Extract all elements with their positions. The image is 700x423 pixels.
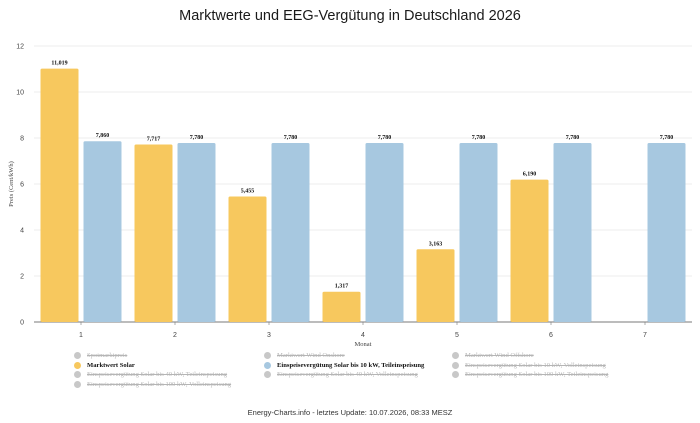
data-label: 6,190 [523, 172, 537, 178]
data-label: 7,717 [147, 137, 161, 143]
legend-item[interactable]: Einspeisevergütung Solar bis 100 kW, Vol… [74, 380, 232, 388]
bar-einspeiseverguetung [365, 143, 404, 322]
y-axis-title: Preis (Cent/kWh) [8, 161, 15, 207]
data-label: 7,860 [96, 133, 110, 139]
bar-marktwert-solar [322, 291, 361, 322]
legend-label: Marktwert Solar [87, 361, 135, 369]
y-tick-label: 2 [20, 274, 24, 281]
legend-item[interactable]: Marktwert Wind Offshore [452, 352, 534, 359]
legend-item[interactable]: Spotmarktpreis [74, 352, 127, 359]
legend-swatch-icon [264, 361, 271, 369]
legend-label: Einspeisevergütung Solar bis 100 kW, Tei… [465, 371, 609, 378]
bar-einspeiseverguetung [553, 143, 592, 322]
legend-label: Einspeisevergütung Solar bis 40 kW, Teil… [87, 371, 228, 378]
x-tick-label: 1 [79, 332, 83, 339]
chart-title: Marktwerte und EEG-Vergütung in Deutschl… [179, 8, 521, 24]
x-tick-label: 2 [173, 332, 177, 339]
legend-label: Einspeisevergütung Solar bis 10 kW, Voll… [465, 361, 606, 369]
x-tick-label: 5 [455, 332, 459, 339]
bar-marktwert-solar [510, 179, 549, 322]
legend-swatch-icon [264, 352, 271, 359]
legend-label: Marktwert Wind Onshore [277, 352, 345, 359]
legend-swatch-icon [452, 352, 459, 359]
legend-label: Spotmarktpreis [87, 352, 128, 359]
data-label: 11,019 [51, 61, 67, 67]
y-tick-label: 4 [20, 228, 24, 235]
y-tick-label: 12 [16, 44, 24, 51]
legend-item[interactable]: Marktwert Solar [74, 361, 135, 369]
bar-marktwert-solar [40, 68, 79, 322]
legend-swatch-icon [74, 371, 81, 378]
data-label: 7,780 [190, 135, 204, 141]
data-label: 7,780 [566, 135, 580, 141]
data-label: 7,780 [284, 135, 298, 141]
data-label: 7,780 [378, 135, 392, 141]
legend-item[interactable]: Einspeisevergütung Solar bis 100 kW, Tei… [452, 371, 608, 378]
data-label: 3,163 [429, 241, 443, 247]
x-axis-title: Monat [355, 341, 372, 348]
bar-einspeiseverguetung [83, 141, 122, 322]
legend-label: Marktwert Wind Offshore [465, 352, 534, 359]
x-tick-label: 6 [549, 332, 553, 339]
bar-einspeiseverguetung [647, 143, 686, 322]
legend-item[interactable]: Marktwert Wind Onshore [264, 352, 345, 359]
data-label: 1,317 [335, 284, 349, 290]
legend-swatch-icon [74, 352, 81, 359]
legend-swatch-icon [264, 371, 271, 378]
data-label: 7,780 [660, 135, 674, 141]
data-label: 7,780 [472, 135, 486, 141]
legend-swatch-icon [452, 371, 459, 378]
legend-label: Einspeisevergütung Solar bis 10 kW, Teil… [277, 361, 425, 369]
y-tick-label: 6 [20, 182, 24, 189]
legend-swatch-icon [74, 380, 81, 388]
legend-item[interactable]: Einspeisevergütung Solar bis 40 kW, Voll… [264, 371, 418, 378]
chart-plot: 0 2 4 6 8 10 12 11,019 7,860 1 7,717 7,780 2 5,455 7,7… [8, 44, 692, 348]
legend-swatch-icon [452, 361, 459, 369]
bar-einspeiseverguetung [177, 143, 216, 322]
x-tick-label: 3 [267, 332, 271, 339]
legend-item[interactable]: Einspeisevergütung Solar bis 40 kW, Teil… [74, 371, 227, 378]
bar-marktwert-solar [416, 249, 455, 322]
bar-marktwert-solar [134, 144, 173, 322]
legend-label: Einspeisevergütung Solar bis 100 kW, Vol… [87, 380, 232, 388]
legend-label: Einspeisevergütung Solar bis 40 kW, Voll… [277, 371, 418, 378]
bar-einspeiseverguetung [271, 143, 310, 322]
legend-item[interactable]: Einspeisevergütung Solar bis 10 kW, Teil… [264, 361, 425, 369]
bar-marktwert-solar [228, 196, 267, 322]
y-tick-label: 8 [20, 136, 24, 143]
footer-update-note: Energy-Charts.info - letztes Update: 10.… [247, 408, 453, 417]
data-label: 5,455 [241, 189, 255, 195]
y-tick-label: 10 [16, 90, 24, 97]
y-tick-label: 0 [20, 320, 24, 327]
legend-item[interactable]: Einspeisevergütung Solar bis 10 kW, Voll… [452, 361, 606, 369]
x-tick-label: 7 [643, 332, 647, 339]
bar-einspeiseverguetung [459, 143, 498, 322]
legend-swatch-icon [74, 361, 81, 369]
x-tick-label: 4 [361, 332, 365, 339]
